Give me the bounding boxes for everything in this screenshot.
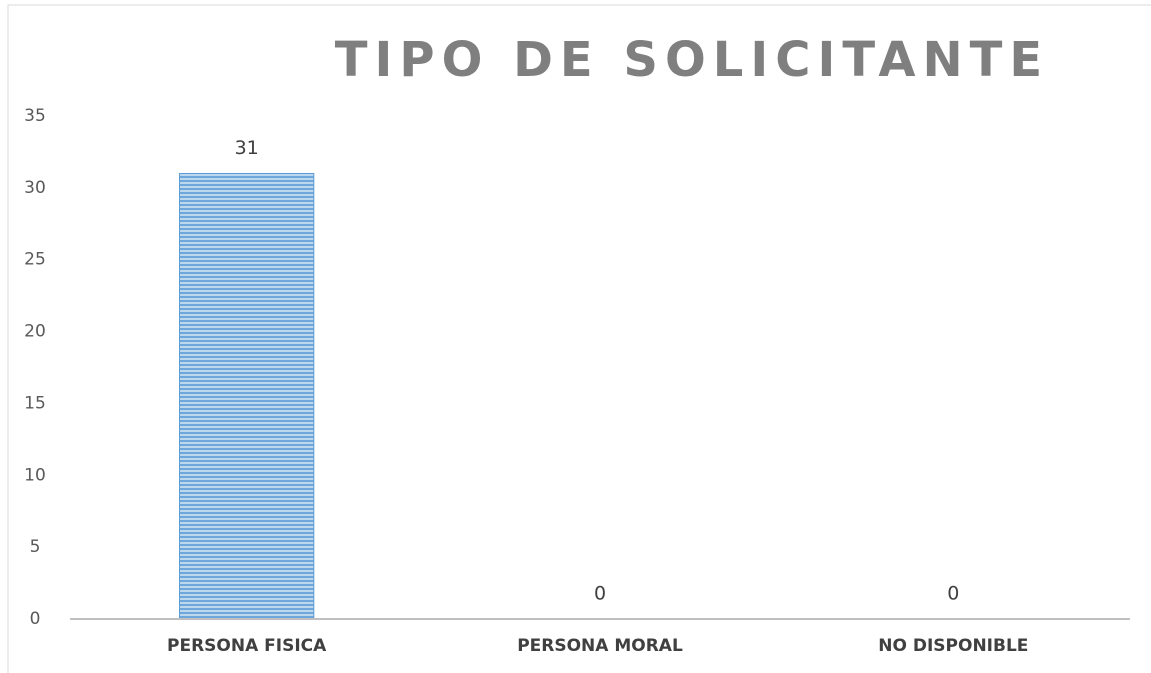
chart-frame — [7, 4, 1151, 673]
bar — [179, 172, 315, 620]
y-tick-label: 25 — [24, 250, 46, 270]
data-label: 31 — [235, 137, 259, 159]
x-tick-label: PERSONA MORAL — [517, 636, 683, 656]
y-tick-label: 20 — [24, 322, 46, 342]
y-tick-label: 30 — [24, 178, 46, 198]
y-tick-label: 5 — [30, 537, 41, 557]
y-tick-label: 10 — [24, 465, 46, 485]
chart-title: TIPO DE SOLICITANTE — [335, 32, 1049, 88]
y-tick-label: 15 — [24, 393, 46, 413]
y-tick-label: 0 — [30, 609, 41, 629]
x-tick-label: NO DISPONIBLE — [878, 636, 1028, 656]
y-tick-label: 35 — [24, 106, 46, 126]
data-label: 0 — [594, 583, 606, 605]
x-tick-label: PERSONA FISICA — [167, 636, 327, 656]
data-label: 0 — [947, 583, 959, 605]
